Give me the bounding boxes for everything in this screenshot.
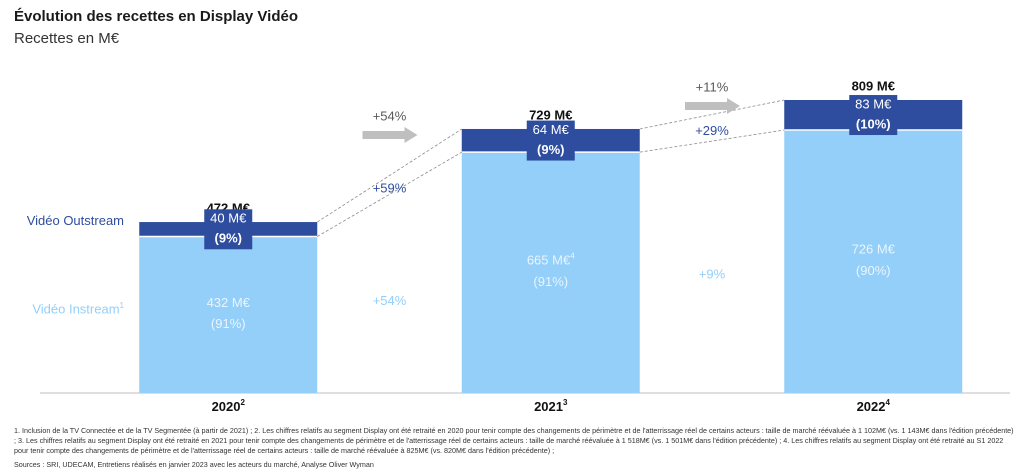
share-label: (9%) [215, 231, 242, 246]
growth-label: +54% [373, 293, 407, 308]
growth-label: +59% [373, 180, 407, 195]
share-label: (91%) [533, 274, 568, 289]
x-tick-text: 2020 [212, 399, 241, 414]
total-growth-label: +11% [696, 79, 729, 94]
value-label: 40 M€ [210, 211, 247, 226]
chart-title: Évolution des recettes en Display Vidéo [14, 8, 298, 25]
label-box [849, 95, 898, 136]
value-text: 665 M€ [527, 253, 571, 268]
legend-label: Vidéo Outstream [26, 213, 124, 228]
chart-subtitle: Recettes en M€ [14, 30, 120, 47]
footnote: 1. Inclusion de la TV Connectée et de la… [14, 426, 1014, 455]
x-tick-label: 20224 [857, 398, 891, 414]
growth-label: +9% [699, 266, 726, 281]
value-label: 83 M€ [855, 96, 892, 111]
share-label: (10%) [856, 116, 891, 131]
bar-segment [139, 236, 318, 393]
value-label: 665 M€4 [527, 252, 575, 268]
legend-note: 1 [119, 301, 124, 310]
x-tick-label: 20213 [534, 398, 568, 414]
legend-entry: Vidéo Instream1 [14, 297, 124, 317]
growth-arrow [362, 126, 418, 143]
x-tick-text: 2021 [534, 399, 563, 414]
value-label: 432 M€ [207, 295, 251, 310]
connector [639, 99, 785, 130]
connector [317, 128, 462, 223]
legend-label: Vidéo Instream [32, 301, 120, 317]
legend-entry: Vidéo Outstream [14, 212, 124, 229]
value-text: 432 M€ [207, 295, 251, 310]
x-tick-note: 2 [240, 398, 245, 407]
total-label: 729 M€ [529, 107, 572, 122]
value-label: 64 M€ [533, 122, 570, 137]
x-tick-text: 2022 [857, 399, 886, 414]
share-label: (9%) [537, 142, 564, 157]
growth-arrow [685, 98, 740, 114]
bar-segment [784, 130, 963, 394]
value-note: 4 [570, 252, 575, 261]
growth-label: +29% [695, 123, 729, 138]
bar-segment [461, 152, 640, 393]
share-label: (91%) [211, 316, 246, 331]
x-tick-note: 4 [885, 398, 890, 407]
total-label: 809 M€ [852, 78, 895, 93]
value-label: 726 M€ [852, 242, 896, 257]
label-box [526, 120, 575, 161]
share-label: (90%) [856, 263, 891, 278]
connector [317, 151, 462, 237]
x-tick-label: 20202 [212, 398, 246, 414]
sources: Sources : SRI, UDECAM, Entretiens réalis… [14, 460, 374, 469]
value-text: 726 M€ [852, 242, 896, 257]
label-box [204, 209, 253, 250]
total-growth-label: +54% [373, 108, 407, 123]
x-tick-note: 3 [563, 398, 568, 407]
connector [639, 129, 785, 153]
